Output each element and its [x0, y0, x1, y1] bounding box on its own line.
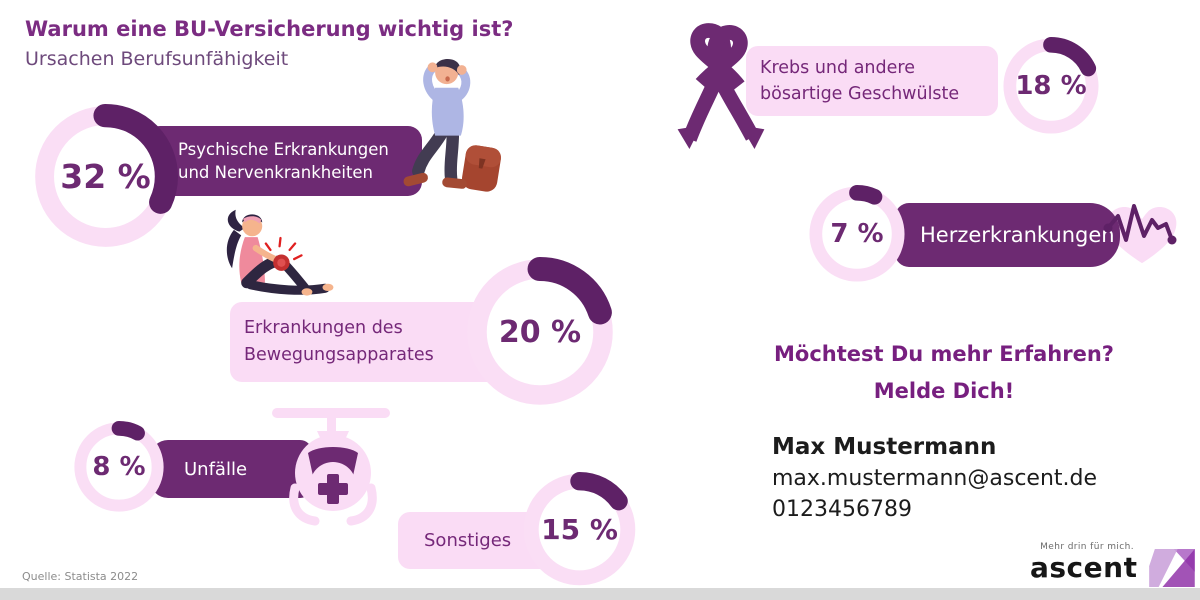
brand-logo-icon — [1146, 549, 1196, 587]
banner-label-sonstiges: Sonstiges — [424, 530, 512, 551]
contact-name: Max Mustermann — [772, 434, 997, 460]
banner-label-krebs-line2: bösartige Geschwülste — [760, 84, 960, 104]
donut-value-krebs: 18 % — [1015, 71, 1087, 101]
banner-label-herz: Herzerkrankungen — [920, 223, 1115, 247]
woman-knee-pain-illustration — [212, 206, 338, 303]
banner-label-psychische-line1: Psychische Erkrankungen — [178, 140, 389, 159]
infographic-subtitle: Ursachen Berufsunfähigkeit — [25, 48, 289, 70]
brand-tagline: Mehr drin für mich. — [1040, 542, 1134, 552]
donut-krebs: 18 % — [1002, 37, 1100, 135]
banner-label-psychische-line2: und Nervenkrankheiten — [178, 163, 374, 182]
donut-unfaelle: 8 % — [73, 421, 165, 513]
infographic-title: Warum eine BU-Versicherung wichtig ist? — [25, 17, 514, 41]
donut-bewegung: 20 % — [465, 257, 615, 407]
donut-value-herz: 7 % — [830, 219, 884, 249]
donut-arc-bewegung — [465, 257, 615, 407]
contact-email: max.mustermann@ascent.de — [772, 466, 1098, 491]
banner-label-bewegung-line2: Bewegungsapparates — [244, 345, 434, 365]
awareness-ribbon-icon — [664, 9, 776, 149]
brand-wordmark: ascent — [1030, 551, 1138, 584]
donut-value-psychische: 32 % — [60, 157, 151, 196]
bag-icon — [461, 145, 502, 192]
donut-value-sonstiges: 15 % — [541, 513, 618, 546]
donut-value-bewegung: 20 % — [498, 314, 582, 350]
banner-unfaelle: Unfälle — [150, 440, 312, 498]
cta-line1: Möchtest Du mehr Erfahren? — [774, 342, 1114, 366]
donut-psychische: 32 % — [33, 104, 178, 249]
source-note: Quelle: Statista 2022 — [22, 570, 139, 583]
donut-arc-psychische — [33, 104, 178, 249]
cta-line2: Melde Dich! — [873, 379, 1015, 403]
donut-sonstiges: 15 % — [522, 472, 637, 587]
man-stressed-illustration — [396, 54, 508, 196]
banner-label-bewegung-line1: Erkrankungen des — [244, 318, 403, 338]
banner-krebs: Krebs und andere bösartige Geschwülste — [746, 46, 998, 116]
cta-heading: Möchtest Du mehr Erfahren? Melde Dich! — [758, 336, 1130, 410]
banner-psychische: Psychische Erkrankungen und Nervenkrankh… — [138, 126, 422, 196]
donut-arc-herz — [808, 185, 906, 283]
banner-label-krebs-line1: Krebs und andere — [760, 58, 915, 78]
banner-bewegung: Erkrankungen des Bewegungsapparates — [230, 302, 526, 382]
pulse-line-icon — [1100, 196, 1180, 256]
contact-phone: 0123456789 — [772, 497, 912, 522]
contact-block: Max Mustermann max.mustermann@ascent.de … — [772, 431, 1097, 525]
donut-herz: 7 % — [808, 185, 906, 283]
banner-herz: Herzerkrankungen — [895, 203, 1120, 267]
donut-arc-sonstiges — [522, 472, 637, 587]
donut-arc-krebs — [1002, 37, 1100, 135]
helicopter-icon — [270, 403, 396, 529]
banner-label-unfaelle: Unfälle — [184, 458, 248, 480]
donut-value-unfaelle: 8 % — [92, 452, 146, 482]
footer-bar — [0, 588, 1200, 600]
donut-arc-unfaelle — [73, 421, 165, 513]
